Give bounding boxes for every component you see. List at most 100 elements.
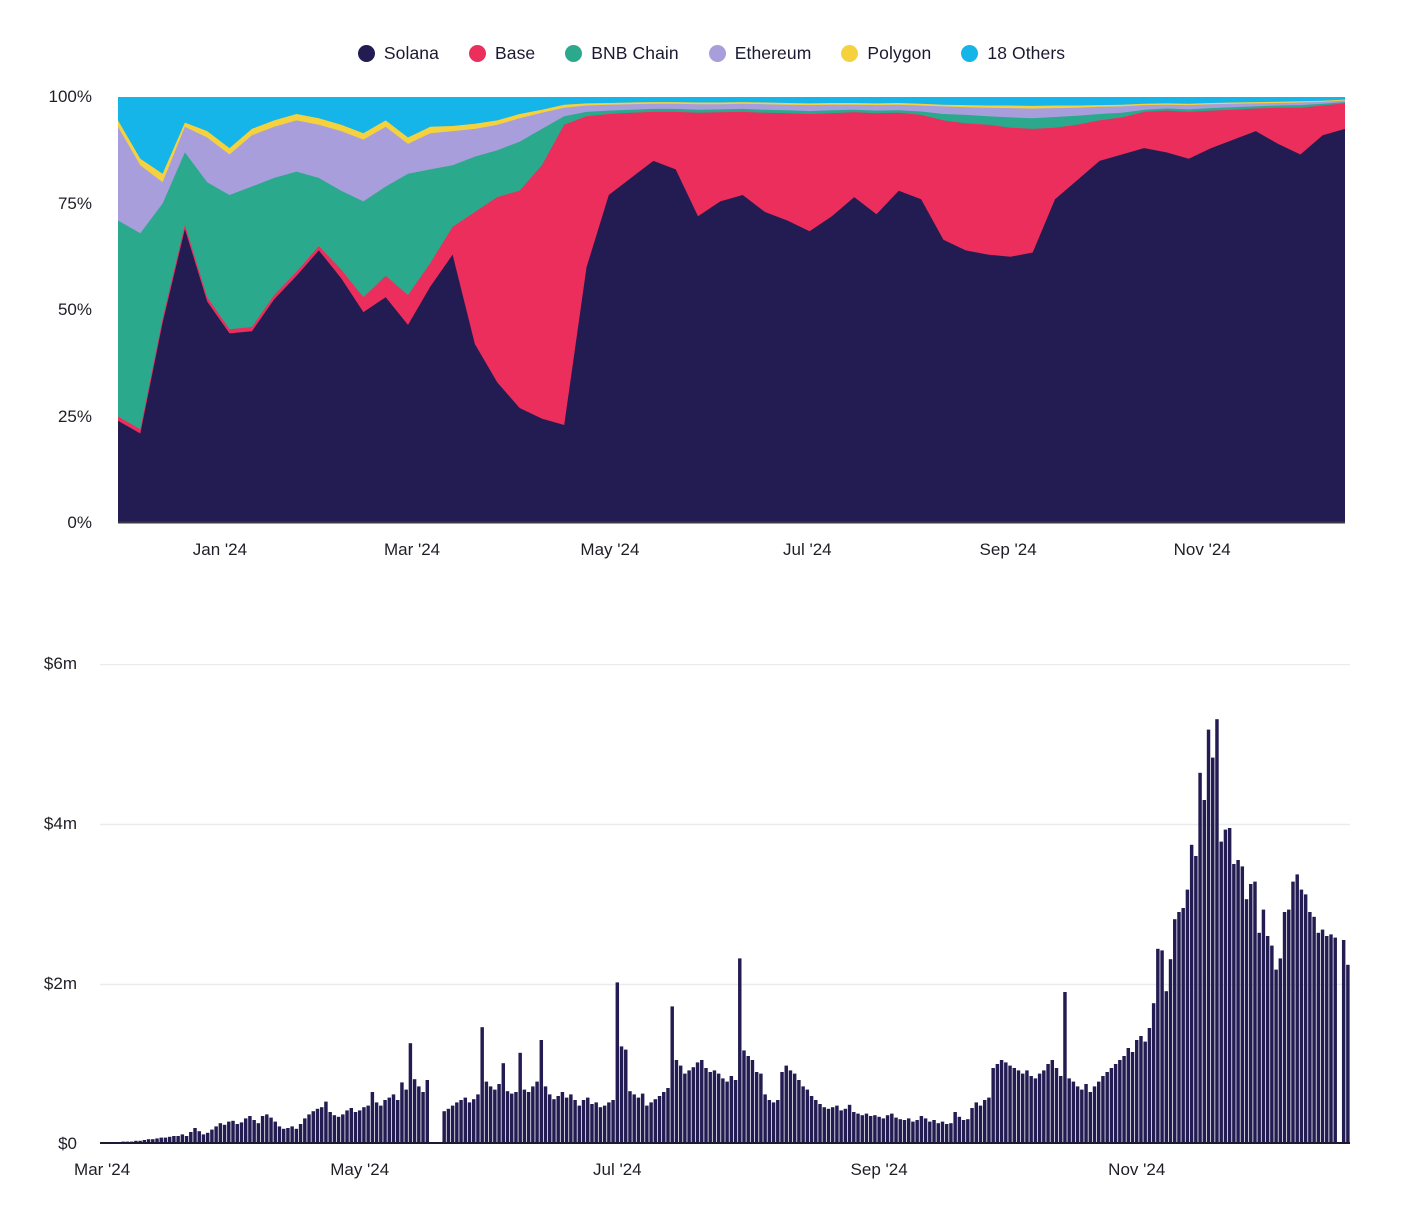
volume-bar	[704, 1068, 708, 1144]
legend-item-ethereum[interactable]: Ethereum	[708, 42, 812, 64]
volume-bar	[995, 1064, 1000, 1144]
volume-bar	[944, 1124, 949, 1144]
volume-bar	[269, 1117, 273, 1144]
legend-label: Ethereum	[734, 42, 812, 63]
volume-bar	[552, 1099, 556, 1144]
volume-bar	[852, 1112, 856, 1144]
market-share-area-chart[interactable]	[118, 97, 1345, 524]
volume-bar	[336, 1116, 341, 1144]
volume-bar	[814, 1100, 818, 1144]
volume-bar	[881, 1118, 886, 1144]
legend-item-polygon[interactable]: Polygon	[841, 43, 931, 64]
volume-bar	[1037, 1073, 1042, 1144]
volume-bar	[459, 1100, 463, 1144]
volume-bar	[928, 1121, 932, 1144]
volume-bar	[1198, 772, 1202, 1144]
volume-bar	[442, 1111, 446, 1144]
volume-bar	[602, 1105, 607, 1144]
volume-bar	[1341, 940, 1346, 1144]
volume-bar	[687, 1070, 691, 1144]
volume-bar	[1265, 936, 1270, 1144]
volume-bar	[1025, 1070, 1029, 1144]
volume-bar	[391, 1094, 396, 1144]
volume-bar	[894, 1117, 898, 1144]
volume-bar	[771, 1102, 776, 1144]
volume-bar	[235, 1124, 239, 1144]
area-solana	[118, 128, 1345, 523]
volume-bar	[476, 1094, 480, 1144]
legend-item-18-others[interactable]: 18 Others	[961, 43, 1065, 64]
volume-bar	[1097, 1081, 1101, 1144]
volume-bar	[1063, 992, 1067, 1144]
volume-bar	[953, 1112, 957, 1144]
volume-bar	[738, 958, 742, 1144]
volume-bar	[1329, 934, 1333, 1144]
volume-bar	[1278, 958, 1283, 1144]
volume-bar	[172, 1136, 176, 1144]
volume-bar	[1173, 919, 1177, 1144]
volume-bar	[915, 1120, 919, 1144]
volume-bar	[353, 1112, 358, 1144]
volume-bar	[1118, 1060, 1122, 1144]
volume-bar	[966, 1119, 970, 1144]
volume-bar	[598, 1107, 603, 1144]
legend-item-base[interactable]: Base	[468, 43, 535, 64]
volume-bar	[974, 1102, 978, 1144]
volume-bar	[514, 1092, 518, 1144]
volume-bar	[1151, 1003, 1156, 1144]
volume-bar	[1054, 1068, 1059, 1144]
volume-bar	[493, 1089, 497, 1144]
volume-bar	[809, 1096, 814, 1144]
legend-item-bnb-chain[interactable]: BNB Chain	[565, 43, 679, 64]
volume-bar	[729, 1076, 734, 1144]
volume-bar	[868, 1116, 873, 1144]
volume-bar	[1080, 1089, 1084, 1144]
legend-item-solana[interactable]: Solana	[357, 43, 439, 64]
volume-bar	[581, 1100, 586, 1144]
volume-bar	[695, 1062, 700, 1144]
volume-bar	[294, 1128, 299, 1144]
solana-dot-icon	[357, 44, 375, 62]
volume-bar	[1325, 936, 1329, 1144]
volume-bar	[400, 1082, 404, 1144]
volume-bar	[1270, 945, 1274, 1144]
x-tick-label: Sep '24	[979, 540, 1037, 559]
volume-bar	[1316, 932, 1321, 1144]
x-tick-label: Nov '24	[1108, 1160, 1166, 1179]
x-tick-label: Jul '24	[783, 540, 832, 559]
volume-bar	[1282, 912, 1287, 1144]
volume-bar	[497, 1084, 501, 1144]
volume-bar	[256, 1123, 261, 1144]
bnb-chain-dot-icon	[565, 44, 583, 62]
volume-bar	[1020, 1073, 1025, 1144]
volume-bar	[818, 1104, 822, 1144]
volume-bar	[193, 1128, 197, 1144]
volume-bar	[467, 1102, 472, 1144]
volume-bar	[1139, 1036, 1143, 1144]
volume-bar	[231, 1120, 235, 1144]
volume-bar	[319, 1107, 324, 1144]
volume-bar	[1320, 929, 1325, 1144]
volume-bar	[877, 1116, 881, 1144]
volume-bar	[721, 1078, 725, 1144]
volume-bar	[1147, 1028, 1152, 1144]
volume-bar	[733, 1080, 738, 1144]
volume-bar	[890, 1113, 894, 1144]
volume-bar	[767, 1100, 772, 1144]
y-tick-label: $4m	[43, 814, 77, 833]
volume-bar	[218, 1123, 223, 1144]
volume-bar	[341, 1114, 345, 1144]
volume-bar	[345, 1110, 349, 1144]
volume-bar	[560, 1092, 565, 1144]
volume-bar	[227, 1121, 231, 1144]
volume-bar	[1346, 964, 1350, 1144]
volume-bar	[1189, 844, 1194, 1144]
volume-bar-chart[interactable]	[100, 664, 1350, 1145]
volume-bar	[404, 1089, 408, 1144]
volume-bar	[1033, 1078, 1038, 1144]
volume-bar	[1303, 894, 1308, 1144]
legend-label: Polygon	[867, 42, 932, 63]
volume-bar	[801, 1086, 805, 1144]
volume-bar	[991, 1068, 995, 1144]
volume-bar	[281, 1128, 286, 1144]
